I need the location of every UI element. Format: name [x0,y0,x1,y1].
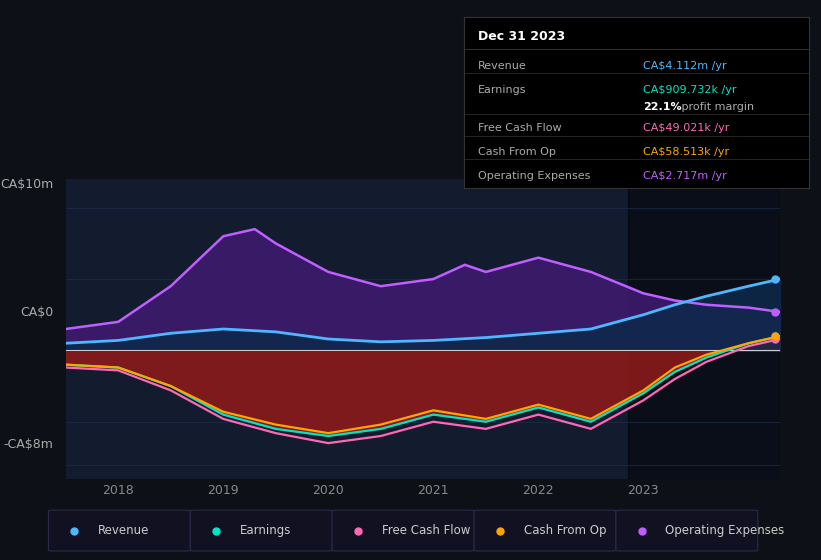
Text: -CA$8m: -CA$8m [3,438,53,451]
FancyBboxPatch shape [333,510,474,551]
Text: CA$49.021k /yr: CA$49.021k /yr [643,123,730,133]
Text: Cash From Op: Cash From Op [524,524,606,537]
Text: CA$2.717m /yr: CA$2.717m /yr [643,170,727,180]
Text: Revenue: Revenue [478,61,526,71]
Text: CA$4.112m /yr: CA$4.112m /yr [643,61,727,71]
Text: Dec 31 2023: Dec 31 2023 [478,30,565,44]
Bar [627,179,780,479]
Text: Earnings: Earnings [478,85,526,95]
Text: CA$58.513k /yr: CA$58.513k /yr [643,147,729,157]
Text: Free Cash Flow: Free Cash Flow [478,123,562,133]
Text: Operating Expenses: Operating Expenses [478,170,590,180]
Text: 22.1%: 22.1% [643,102,681,112]
Text: Revenue: Revenue [98,524,149,537]
Text: profit margin: profit margin [677,102,754,112]
Text: Operating Expenses: Operating Expenses [666,524,785,537]
Text: CA$0: CA$0 [21,306,53,319]
Text: Earnings: Earnings [240,524,291,537]
FancyBboxPatch shape [190,510,333,551]
Text: Free Cash Flow: Free Cash Flow [382,524,470,537]
FancyBboxPatch shape [616,510,758,551]
Text: CA$10m: CA$10m [0,178,53,190]
Text: CA$909.732k /yr: CA$909.732k /yr [643,85,736,95]
FancyBboxPatch shape [474,510,616,551]
FancyBboxPatch shape [48,510,190,551]
Text: Cash From Op: Cash From Op [478,147,556,157]
